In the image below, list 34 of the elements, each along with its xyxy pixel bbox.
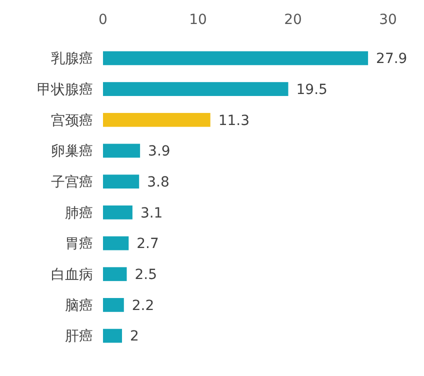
bar — [103, 51, 368, 66]
bar — [103, 82, 288, 96]
data-label: 2 — [130, 328, 139, 345]
x-tick-label: 20 — [284, 12, 302, 28]
y-tick-label: 宫颈癌 — [51, 112, 93, 129]
x-tick-label: 0 — [98, 12, 108, 28]
bar — [103, 267, 127, 282]
y-tick-label: 子宫癌 — [51, 174, 93, 190]
bar — [103, 174, 140, 189]
bar — [103, 328, 122, 343]
y-tick-label: 肝癌 — [65, 328, 93, 345]
data-label: 2.2 — [132, 298, 154, 314]
bar — [103, 144, 140, 158]
data-label: 2.7 — [136, 236, 159, 252]
bar — [103, 205, 132, 220]
bar — [103, 236, 129, 250]
y-tick-label: 脑癌 — [65, 298, 93, 314]
y-tick-label: 乳腺癌 — [51, 51, 93, 68]
data-label: 3.8 — [147, 174, 170, 190]
data-label: 3.9 — [148, 144, 170, 160]
data-label: 11.3 — [218, 112, 250, 129]
bar — [103, 298, 124, 312]
data-label: 19.5 — [296, 82, 328, 98]
x-tick-label: 10 — [189, 12, 207, 28]
data-label: 2.5 — [134, 267, 158, 284]
y-tick-label: 胃癌 — [65, 236, 93, 252]
data-label: 3.1 — [140, 205, 163, 222]
y-tick-label: 肺癌 — [65, 205, 93, 222]
data-label: 27.9 — [376, 51, 408, 68]
y-tick-label: 白血病 — [51, 267, 93, 284]
x-tick-label: 30 — [379, 12, 397, 28]
bar — [103, 112, 210, 127]
y-tick-label: 卵巢癌 — [51, 144, 93, 160]
y-tick-label: 甲状腺癌 — [37, 82, 93, 98]
